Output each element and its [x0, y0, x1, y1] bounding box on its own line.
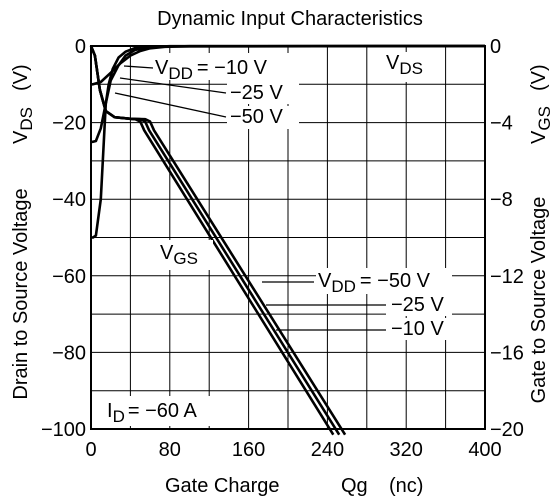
series-line-vgs-4 [89, 45, 341, 436]
y-left-tick-label: −40 [52, 189, 86, 211]
vdd-top-label: VDD = −10 V [155, 57, 268, 83]
label-mask [386, 294, 452, 316]
x-axis-label: Gate Charge [165, 475, 280, 497]
x-tick-label: 0 [85, 439, 96, 461]
y-right-axis-title: Gate to Source Voltage VGS (V) [528, 64, 552, 403]
y-left-tick-label: −60 [52, 266, 86, 288]
x-tick-label: 240 [311, 439, 344, 461]
vdd-top-label-2: −25 V [230, 82, 283, 104]
chart-title: Dynamic Input Characteristics [157, 8, 423, 30]
y-left-axis-title: Drain to Source Voltage VDS (V) [10, 64, 36, 399]
label-mask [386, 318, 452, 340]
y-right-tick-labels: 0 −4 −8 −12 −16 −20 [490, 36, 524, 441]
leader-lines [114, 65, 386, 331]
vdd-bottom-label: VDD = −50 V [318, 270, 431, 296]
y-right-tick-label: −20 [490, 419, 524, 441]
vds-label: VDS [386, 52, 423, 78]
y-left-axis-symbol: VDS [10, 107, 36, 144]
label-mask [227, 80, 299, 104]
leader-line-vdd-top-25 [119, 77, 227, 94]
label-mask [381, 52, 445, 82]
label-mask [151, 53, 299, 80]
x-tick-labels: 0 80 160 240 320 400 [85, 439, 501, 461]
vdd-bottom-label-2: −25 V [391, 294, 444, 316]
y-right-tick-label: −16 [490, 342, 524, 364]
y-right-axis-label: Gate to Source Voltage [528, 197, 550, 404]
y-right-tick-label: −12 [490, 266, 524, 288]
label-mask [157, 240, 213, 270]
label-mask [227, 106, 299, 129]
series-line-vgs-5 [89, 45, 335, 436]
leader-line-vdd-top-50 [114, 92, 227, 118]
y-left-tick-label: −100 [41, 419, 86, 441]
x-tick-label: 80 [159, 439, 181, 461]
x-tick-label: 160 [232, 439, 265, 461]
vgs-label: VGS [160, 242, 198, 268]
y-right-tick-label: −8 [490, 189, 513, 211]
x-tick-label: 320 [390, 439, 423, 461]
x-tick-label: 400 [468, 439, 501, 461]
leader-line-vdd-top-10 [123, 65, 154, 69]
y-left-axis-unit: (V) [10, 64, 32, 91]
label-mask [316, 268, 452, 294]
y-right-tick-label: 0 [490, 36, 501, 58]
id-condition-label: ID = −60 A [107, 400, 197, 426]
x-axis-unit: (nc) [389, 475, 423, 497]
y-left-tick-labels: 0 −20 −40 −60 −80 −100 [41, 36, 86, 441]
y-left-axis-label: Drain to Source Voltage [10, 188, 32, 399]
series-curves [89, 44, 486, 436]
vdd-top-label-3: −50 V [230, 106, 283, 128]
x-axis-symbol: Qg [341, 475, 368, 497]
y-right-tick-label: −4 [490, 113, 513, 135]
y-left-tick-label: −20 [52, 113, 86, 135]
y-left-tick-label: −80 [52, 342, 86, 364]
y-right-axis-unit: (V) [528, 64, 550, 91]
vdd-bottom-label-3: −10 V [391, 318, 444, 340]
label-mask [104, 396, 216, 426]
y-left-tick-label: 0 [75, 36, 86, 58]
series-line-vds-2 [91, 44, 486, 239]
y-right-axis-symbol: VGS [528, 106, 552, 144]
